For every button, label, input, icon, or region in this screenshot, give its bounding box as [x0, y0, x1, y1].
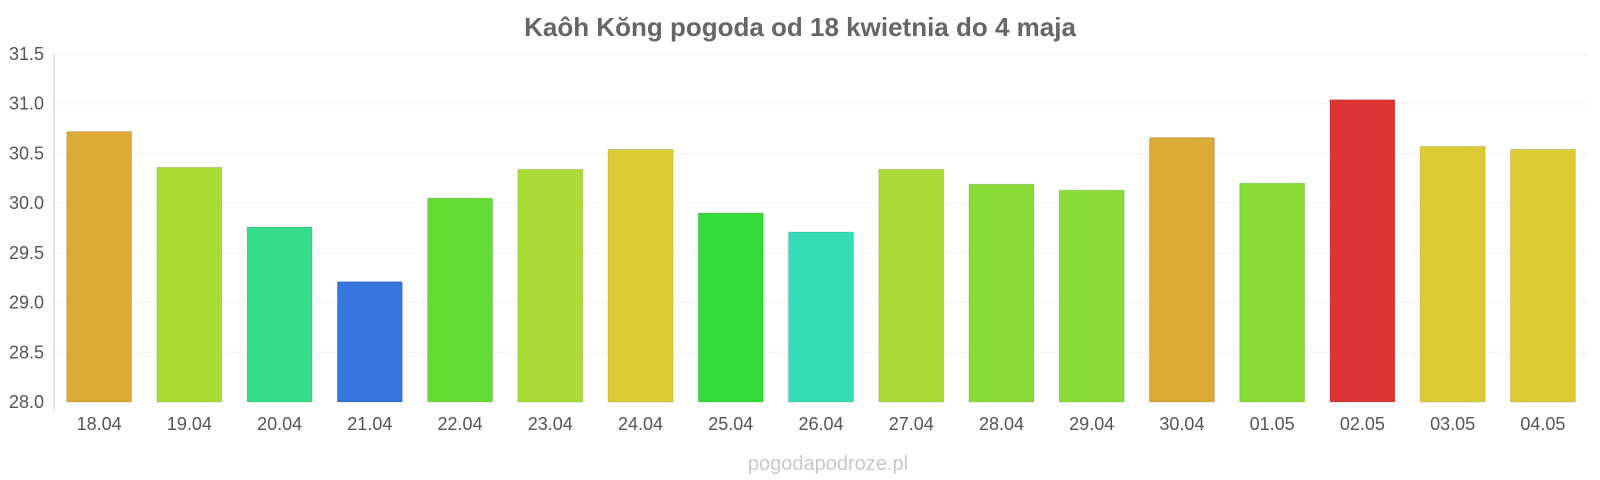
x-tick-label: 24.04 [618, 414, 663, 434]
x-tick-label: 20.04 [257, 414, 302, 434]
x-tick-label: 30.04 [1159, 414, 1204, 434]
y-tick-label: 31.0 [9, 94, 44, 114]
x-tick-label: 18.04 [77, 414, 122, 434]
x-tick-label: 28.04 [979, 414, 1024, 434]
bar-28.04 [968, 183, 1035, 403]
x-tick-label: 25.04 [708, 414, 753, 434]
y-tick-label: 29.0 [9, 293, 44, 313]
bar-23.04 [517, 168, 584, 403]
x-tick-label: 04.05 [1520, 414, 1565, 434]
watermark-text: pogodapodroze.pl [748, 453, 908, 475]
bar-24.04 [607, 148, 674, 403]
bar-25.04 [697, 212, 764, 403]
y-tick-label: 28.0 [9, 392, 44, 412]
y-tick-label: 30.5 [9, 143, 44, 163]
bar-03.05 [1419, 145, 1486, 403]
y-tick-label: 28.5 [9, 342, 44, 362]
x-tick-label: 29.04 [1069, 414, 1114, 434]
bar-29.04 [1058, 189, 1125, 403]
x-tick-label: 21.04 [347, 414, 392, 434]
bars [66, 99, 1576, 403]
bar-04.05 [1509, 148, 1576, 403]
bar-02.05 [1329, 99, 1396, 403]
bar-18.04 [66, 131, 133, 403]
y-tick-label: 30.0 [9, 193, 44, 213]
bar-21.04 [336, 281, 403, 403]
bar-27.04 [878, 168, 945, 403]
x-tick-label: 27.04 [889, 414, 934, 434]
bar-22.04 [427, 197, 494, 403]
x-tick-label: 22.04 [438, 414, 483, 434]
bar-20.04 [246, 226, 313, 403]
y-tick-label: 29.5 [9, 243, 44, 263]
chart-title: Kaôh Kŏng pogoda od 18 kwietnia do 4 maj… [524, 12, 1076, 42]
x-tick-label: 26.04 [798, 414, 843, 434]
y-axis-tick-labels: 28.0 28.5 29.0 29.5 30.0 30.5 31.0 31.5 [9, 44, 44, 412]
x-tick-label: 02.05 [1340, 414, 1385, 434]
x-axis-tick-labels: 18.04 19.04 20.04 21.04 22.04 23.04 24.04 25.04… [77, 414, 1566, 434]
bar-30.04 [1148, 137, 1215, 403]
x-tick-label: 01.05 [1250, 414, 1295, 434]
bar-26.04 [788, 231, 854, 403]
y-tick-label: 31.5 [9, 44, 44, 64]
x-tick-label: 19.04 [167, 414, 212, 434]
bar-19.04 [156, 166, 223, 403]
x-tick-label: 03.05 [1430, 414, 1475, 434]
x-tick-label: 23.04 [528, 414, 573, 434]
bar-01.05 [1239, 182, 1306, 403]
